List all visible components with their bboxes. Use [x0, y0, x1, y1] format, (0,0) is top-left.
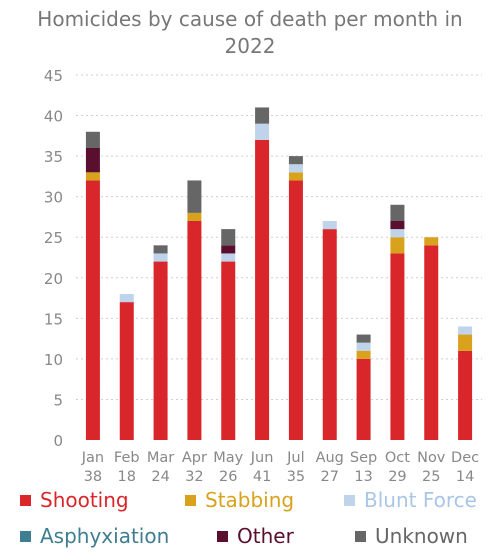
bar-segment-stabbing [356, 350, 371, 359]
x-tick-label: Jun [250, 450, 274, 466]
y-tick-label: 40 [44, 108, 63, 126]
bar-segment-shooting [390, 253, 405, 440]
x-tick-label: Apr [182, 450, 207, 466]
x-total-label: 24 [151, 469, 169, 485]
bar-segment-shooting [153, 261, 168, 440]
x-tick-label: Nov [417, 450, 446, 466]
gridlines [76, 74, 482, 400]
x-total-label: 41 [253, 469, 271, 485]
bar-segment-unknown [221, 229, 236, 246]
y-axis: 0 5 10 15 20 25 30 35 40 45 [44, 67, 63, 450]
legend-label: Unknown [375, 524, 468, 548]
legend-item-blunt-force: Blunt Force [344, 488, 477, 512]
bar-segment-shooting [458, 350, 473, 440]
x-total-label: 35 [287, 469, 305, 485]
bar-segment-blunt-force [322, 221, 337, 230]
bar-segment-blunt-force [255, 123, 270, 140]
legend-swatch [20, 530, 31, 542]
bar-segment-other [85, 148, 100, 173]
legend-label: Stabbing [205, 488, 295, 512]
bar-segment-blunt-force [288, 164, 303, 173]
bar-segment-shooting [288, 180, 303, 440]
chart-title-line-2: 2022 [224, 34, 276, 58]
legend-item-other: Other [217, 524, 294, 548]
y-tick-label: 10 [44, 351, 63, 369]
y-tick-label: 25 [44, 229, 63, 247]
bar-segment-stabbing [187, 212, 202, 221]
legend-swatch [344, 494, 355, 506]
x-tick-label: Mar [147, 450, 174, 466]
bar-segment-shooting [221, 261, 236, 440]
legend-item-asphyxiation: Asphyxiation [20, 524, 169, 548]
y-tick-label: 35 [44, 148, 63, 166]
bar-segment-blunt-force [458, 326, 473, 335]
x-total-label: 27 [321, 469, 339, 485]
legend-label: Blunt Force [364, 488, 477, 512]
x-tick-label: Aug [316, 450, 344, 466]
bar-segment-shooting [356, 358, 371, 440]
x-tick-label: Jul [286, 450, 305, 466]
y-tick-label: 5 [53, 391, 63, 409]
bar-segment-blunt-force [390, 229, 405, 238]
legend-item-stabbing: Stabbing [185, 488, 294, 512]
x-tick-label: Feb [114, 450, 140, 466]
bar-segment-unknown [288, 156, 303, 165]
bars [85, 107, 473, 440]
bar-segment-other [390, 221, 405, 230]
x-axis: Jan 38 Feb 18 Mar 24 Apr 32 May 26 Jun 41 Jul 35 Aug 27… [81, 450, 479, 485]
bar-segment-blunt-force [221, 253, 236, 262]
x-tick-label: Sep [350, 450, 377, 466]
bar-segment-unknown [356, 334, 371, 343]
bar-segment-unknown [85, 131, 100, 148]
legend-label: Other [237, 524, 294, 548]
legend-swatch [355, 530, 366, 542]
y-tick-label: 30 [44, 189, 63, 207]
bar-segment-shooting [322, 229, 337, 440]
bar-segment-shooting [424, 245, 439, 440]
legend-label: Asphyxiation [40, 524, 170, 548]
bar-segment-unknown [390, 204, 405, 221]
chart-title: Homicides by cause of death per month in… [0, 6, 500, 60]
bar-segment-unknown [187, 180, 202, 213]
legend-swatch [20, 494, 31, 506]
legend-label: Shooting [40, 488, 129, 512]
y-tick-label: 0 [53, 432, 63, 450]
bar-segment-stabbing [85, 172, 100, 181]
x-tick-label: Jan [81, 450, 104, 466]
x-tick-label: Dec [451, 450, 479, 466]
bar-segment-shooting [187, 221, 202, 440]
x-total-label: 32 [185, 469, 203, 485]
bar-segment-shooting [85, 180, 100, 440]
legend-item-shooting: Shooting [20, 488, 129, 512]
bar-segment-stabbing [424, 237, 439, 246]
bar-segment-blunt-force [153, 253, 168, 262]
bar-segment-shooting [255, 139, 270, 440]
legend-swatch [185, 494, 196, 506]
y-tick-label: 15 [44, 310, 63, 328]
legend-item-unknown: Unknown [355, 524, 468, 548]
x-total-label: 29 [388, 469, 406, 485]
x-total-label: 25 [422, 469, 440, 485]
bar-segment-stabbing [288, 172, 303, 181]
bar-segment-blunt-force [119, 294, 134, 303]
bar-segment-stabbing [390, 237, 405, 254]
legend-swatch [217, 530, 228, 542]
x-total-label: 13 [354, 469, 372, 485]
y-tick-label: 45 [44, 67, 63, 85]
chart-title-line-1: Homicides by cause of death per month in [37, 7, 463, 31]
x-total-label: 38 [84, 469, 102, 485]
bar-segment-shooting [119, 302, 134, 440]
y-tick-label: 20 [44, 270, 63, 288]
x-total-label: 14 [456, 469, 474, 485]
bar-segment-unknown [255, 107, 270, 124]
x-total-label: 18 [118, 469, 136, 485]
bar-segment-other [221, 245, 236, 254]
x-total-label: 26 [219, 469, 237, 485]
bar-segment-unknown [153, 245, 168, 254]
bar-segment-blunt-force [356, 342, 371, 351]
bar-segment-stabbing [458, 334, 473, 351]
x-tick-label: May [213, 450, 243, 466]
x-tick-label: Oct [385, 450, 410, 466]
